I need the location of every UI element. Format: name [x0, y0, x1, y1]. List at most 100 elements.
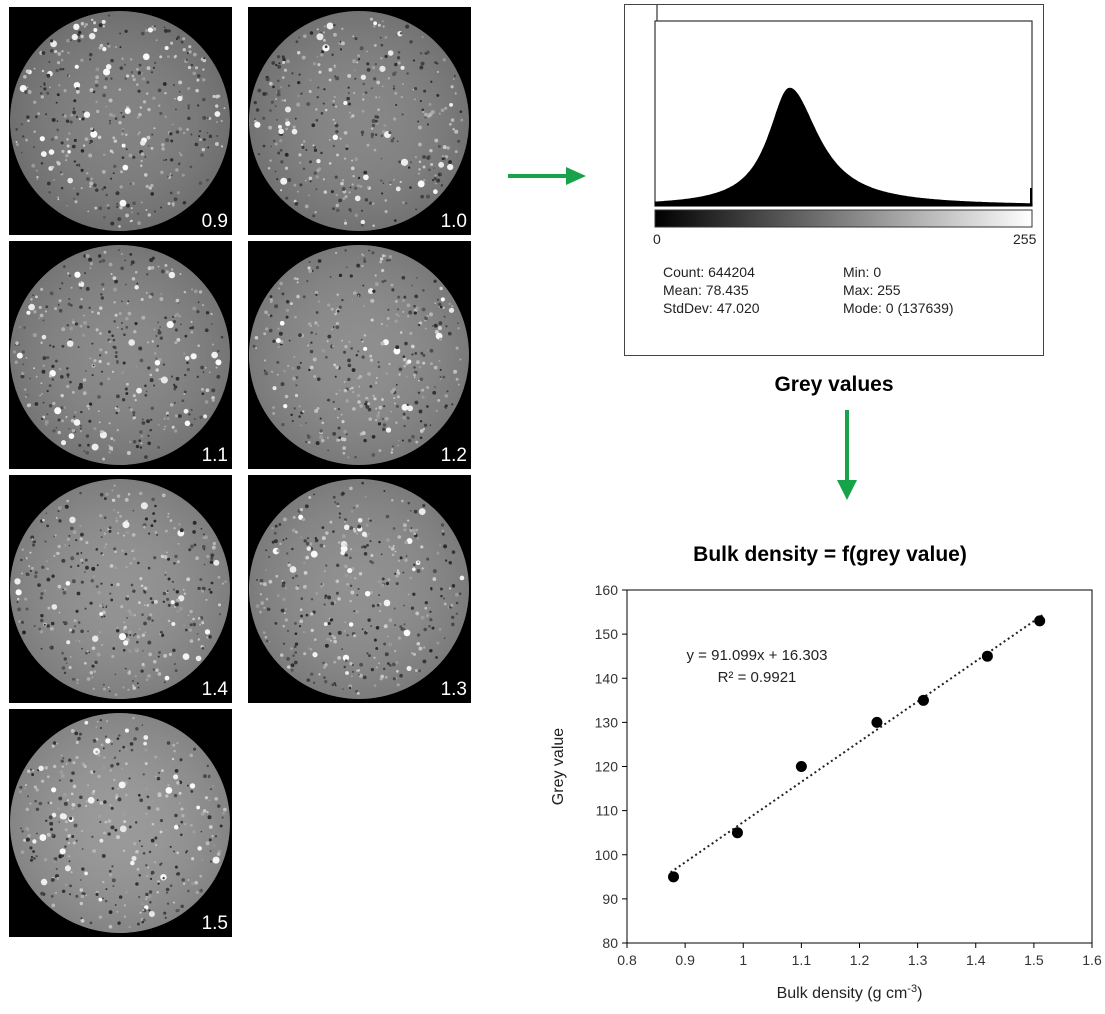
ct-speckle — [347, 73, 352, 78]
ct-speckle — [296, 365, 301, 370]
ct-slice-image — [10, 11, 230, 231]
ct-speckle — [150, 146, 154, 150]
ct-speckle — [417, 323, 421, 327]
ct-speckle — [160, 206, 163, 209]
ct-speckle — [272, 411, 276, 416]
ct-speckle — [75, 639, 78, 642]
ct-speckle — [45, 113, 48, 116]
ct-speckle — [148, 909, 151, 912]
ct-speckle — [103, 831, 106, 835]
ct-speckle — [329, 605, 332, 608]
ct-speckle — [264, 310, 268, 315]
ct-speckle — [51, 378, 55, 381]
ct-speckle — [380, 179, 383, 182]
ct-speckle — [292, 654, 295, 657]
ct-speckle — [122, 534, 125, 537]
ct-speckle — [46, 567, 49, 571]
ct-speckle — [403, 629, 411, 637]
ct-speckle — [378, 96, 381, 98]
ct-speckle — [445, 325, 448, 328]
ct-speckle — [274, 539, 278, 544]
ct-speckle — [291, 419, 294, 422]
ct-speckle — [137, 922, 140, 926]
ct-speckle — [392, 677, 396, 681]
ct-speckle — [457, 139, 461, 143]
ct-speckle — [366, 50, 368, 53]
ct-speckle — [366, 143, 370, 147]
ct-speckle — [174, 769, 179, 773]
ct-speckle — [343, 665, 346, 669]
ct-speckle — [395, 661, 399, 665]
ct-speckle — [110, 437, 114, 440]
ct-speckle — [370, 298, 375, 303]
ct-speckle — [25, 807, 30, 812]
ct-speckle — [65, 762, 68, 765]
ct-speckle — [320, 53, 324, 57]
ct-speckle — [417, 391, 421, 395]
ct-speckle — [129, 252, 133, 256]
ct-speckle — [214, 141, 219, 146]
ct-speckle — [77, 39, 81, 43]
ct-speckle — [310, 628, 314, 633]
ct-speckle — [80, 629, 84, 634]
ct-speckle — [146, 80, 150, 84]
ct-speckle — [386, 316, 390, 320]
ct-speckle — [177, 542, 180, 545]
ct-speckle — [103, 615, 106, 618]
ct-speckle — [166, 902, 170, 905]
ct-speckle — [388, 545, 391, 549]
ct-speckle — [118, 88, 122, 91]
ct-speckle — [187, 107, 190, 110]
ct-speckle — [136, 387, 142, 394]
ct-speckle — [336, 416, 339, 419]
ct-speckle — [344, 573, 349, 578]
ct-speckle — [136, 867, 140, 871]
ct-speckle — [151, 619, 154, 622]
ct-speckle — [451, 622, 455, 627]
ct-speckle — [120, 767, 123, 770]
ct-speckle — [334, 684, 337, 687]
ct-speckle — [312, 214, 316, 218]
ct-speckle — [144, 455, 148, 459]
ct-speckle — [80, 410, 83, 414]
ct-speckle — [335, 193, 338, 197]
ct-speckle — [394, 649, 397, 653]
ct-speckle — [148, 911, 155, 918]
ct-speckle — [398, 373, 401, 376]
ct-speckle — [295, 384, 298, 387]
ct-speckle — [402, 571, 405, 574]
ct-speckle — [26, 769, 31, 774]
ct-speckle — [175, 598, 180, 602]
ct-speckle — [122, 115, 126, 119]
ct-speckle — [86, 172, 89, 175]
ct-speckle — [58, 779, 61, 782]
ct-speckle — [293, 407, 296, 410]
ct-speckle — [128, 777, 131, 780]
ct-speckle — [173, 774, 179, 780]
ct-speckle — [57, 196, 60, 199]
ct-speckle — [327, 595, 332, 600]
ct-speckle — [414, 294, 419, 299]
ct-speckle — [125, 213, 129, 218]
ct-speckle — [72, 187, 75, 190]
ct-speckle — [67, 149, 71, 154]
ct-speckle — [161, 493, 166, 498]
ct-speckle — [148, 186, 153, 190]
ct-speckle — [124, 793, 128, 797]
ct-speckle — [335, 203, 339, 208]
ct-speckle — [42, 415, 46, 419]
ct-speckle — [64, 828, 68, 832]
ct-speckle — [394, 550, 397, 553]
ct-speckle — [124, 728, 129, 733]
ct-speckle — [402, 416, 406, 420]
ct-speckle — [37, 583, 41, 587]
ct-speckle — [383, 624, 388, 629]
ct-speckle — [99, 727, 102, 729]
ct-speckle — [367, 517, 370, 520]
ct-speckle — [115, 519, 119, 523]
ct-speckle — [92, 789, 96, 793]
ct-speckle — [310, 331, 313, 334]
ct-speckle — [276, 119, 278, 121]
ct-speckle — [53, 857, 58, 861]
ct-speckle — [319, 585, 323, 589]
